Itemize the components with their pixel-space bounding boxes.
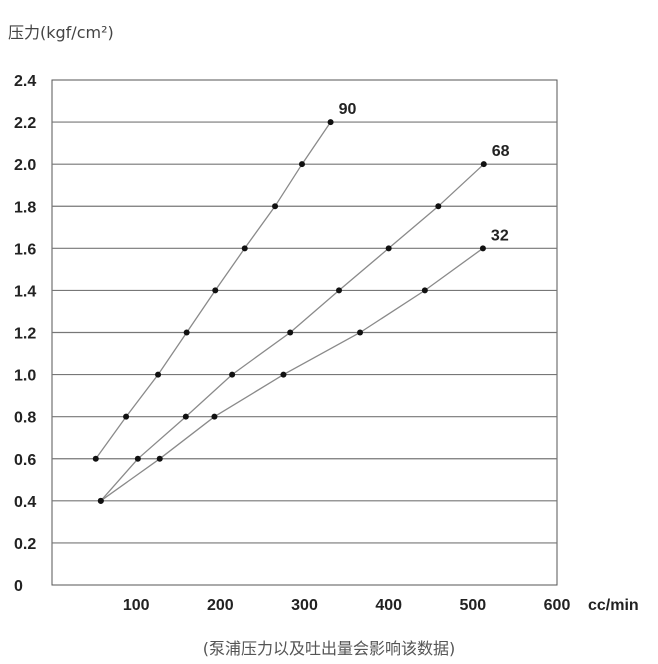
x-axis-label: cc/min [588, 597, 639, 614]
data-point [327, 119, 334, 126]
series-label-68: 68 [492, 143, 510, 160]
data-point [287, 329, 294, 336]
x-tick-label: 500 [459, 597, 486, 614]
series-group: 90 68 32 [92, 101, 510, 504]
x-tick-labels: 100 200 300 400 500 600 [123, 597, 571, 614]
data-point [156, 455, 163, 462]
y-tick-label: 0.2 [14, 536, 36, 553]
series-90: 90 [92, 101, 357, 462]
data-point [134, 455, 141, 462]
data-point [336, 287, 343, 294]
y-tick-label: 1.6 [14, 241, 36, 258]
data-point [212, 287, 219, 294]
y-tick-label: 2.4 [14, 73, 36, 90]
y-tick-label: 0.4 [14, 494, 36, 511]
data-point [241, 245, 248, 252]
series-label-90: 90 [339, 101, 357, 118]
data-point [272, 203, 279, 210]
y-axis-label: 压力(kgf/cm²) [8, 23, 114, 42]
x-tick-label: 200 [207, 597, 234, 614]
gridlines [52, 121, 557, 544]
series-label-32: 32 [491, 227, 509, 244]
y-tick-labels: 0 0.2 0.4 0.6 0.8 1.0 1.2 1.4 1.6 1.8 2.0 2.2 2.4 [14, 73, 36, 595]
x-tick-label: 400 [375, 597, 402, 614]
data-point [435, 203, 442, 210]
data-point [479, 245, 486, 252]
y-tick-label: 0.8 [14, 410, 36, 427]
y-tick-label: 2.2 [14, 115, 36, 132]
y-tick-label: 0.6 [14, 452, 36, 469]
y-tick-label: 1.2 [14, 326, 36, 343]
series-32: 32 [97, 227, 509, 504]
data-point [182, 413, 189, 420]
data-point [229, 371, 236, 378]
data-point [480, 161, 487, 168]
data-point [155, 371, 162, 378]
series-68: 68 [97, 143, 510, 504]
data-point [92, 455, 99, 462]
data-point [97, 497, 104, 504]
y-tick-label: 2.0 [14, 157, 36, 174]
x-tick-label: 600 [544, 597, 571, 614]
data-point [421, 287, 428, 294]
data-point [183, 329, 190, 336]
data-point [123, 413, 130, 420]
data-point [298, 161, 305, 168]
data-point [385, 245, 392, 252]
data-point [211, 413, 218, 420]
y-tick-label: 1.8 [14, 199, 36, 216]
x-tick-label: 300 [291, 597, 318, 614]
data-point [280, 371, 287, 378]
data-point [357, 329, 364, 336]
y-tick-label: 1.0 [14, 368, 36, 385]
y-tick-label: 1.4 [14, 283, 36, 300]
x-tick-label: 100 [123, 597, 150, 614]
chart-caption: (泵浦压力以及吐出量会影响该数据) [203, 639, 456, 658]
y-tick-label: 0 [14, 578, 23, 595]
